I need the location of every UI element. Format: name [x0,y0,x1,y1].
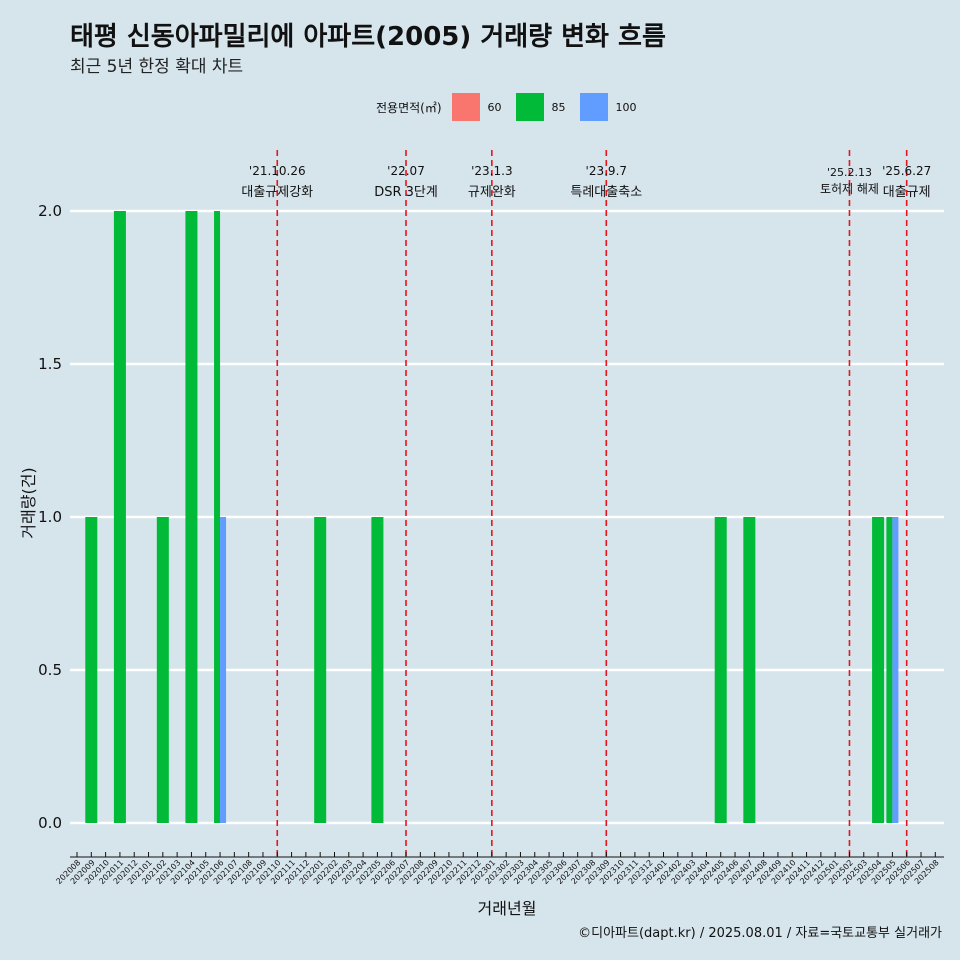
annotation-date: '23.9.7 [586,164,627,178]
legend-title: 전용면적(㎡) [376,100,442,115]
bar-85-202009 [85,517,98,823]
annotation-date: '21.10.26 [249,164,306,178]
legend-key-100 [579,93,608,121]
annotation-text: 대출규제 [883,185,931,200]
y-tick-label: 1.0 [38,508,62,526]
annotation-date: '22.07 [387,164,425,178]
legend-label-60: 60 [487,100,502,114]
legend: 전용면적(㎡) 60 85 100 [376,92,651,122]
bar-100-202505 [892,517,899,823]
chart-title: 태평 신동아파밀리에 아파트(2005) 거래량 변화 흐름 [70,22,666,52]
chart-subtitle: 최근 5년 한정 확대 차트 [70,57,244,77]
bar-85-202201 [314,517,327,823]
y-tick-label: 2.0 [38,202,62,220]
bar-85-202505 [886,517,893,823]
annotation-date: '25.2.13 [827,166,872,179]
annotation-text: 토허제 해제 [820,182,879,196]
bar-85-202102 [156,517,169,823]
legend-label-85: 85 [551,100,566,114]
annotation-text: 규제완화 [468,185,516,200]
annotation-date: '25.6.27 [882,164,931,178]
y-axis-title: 거래량(건) [19,467,38,538]
legend-key-60 [451,93,480,121]
bar-85-202104 [185,211,198,823]
annotation-text: 대출규제강화 [241,185,313,200]
bar-85-202504 [872,517,885,823]
annotation-text: 특례대출축소 [570,185,642,200]
bar-85-202011 [113,211,126,823]
bar-85-202106 [214,211,221,823]
bar-85-202407 [743,517,756,823]
bar-100-202106 [220,517,227,823]
annotation-text: DSR 3단계 [374,185,438,200]
legend-label-100: 100 [615,100,637,114]
bar-85-202205 [371,517,384,823]
legend-key-85 [515,93,544,121]
y-tick-label: 1.5 [38,355,62,373]
x-axis-title: 거래년월 [478,899,537,918]
bar-85-202405 [714,517,727,823]
y-tick-label: 0.5 [38,661,62,679]
source-caption: ©디아파트(dapt.kr) / 2025.08.01 / 자료=국토교통부 실… [578,926,942,941]
annotation-date: '23.1.3 [471,164,512,178]
y-tick-label: 0.0 [38,814,62,832]
